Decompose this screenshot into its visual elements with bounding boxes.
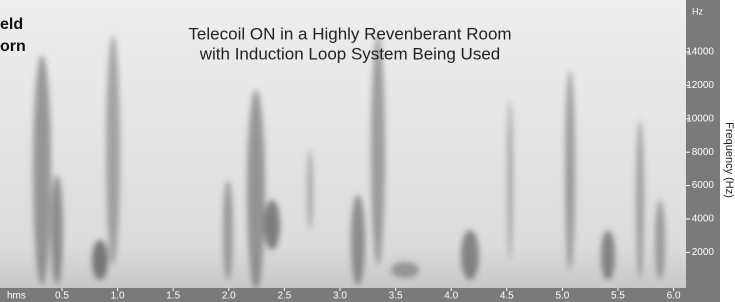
side-text: eld (0, 16, 23, 33)
y-tick-label: 8000 (692, 147, 715, 158)
energy-band (461, 230, 479, 280)
energy-band (371, 35, 385, 265)
title-line: with Induction Loop System Being Used (199, 44, 501, 63)
x-tick-label: 5.0 (555, 291, 569, 302)
x-unit-label: hms (7, 291, 26, 302)
energy-band (264, 200, 280, 250)
x-tick-label: 3.5 (389, 291, 403, 302)
energy-band (106, 35, 120, 265)
energy-band (601, 230, 615, 280)
x-tick-label: 3.0 (333, 291, 347, 302)
energy-band (223, 180, 233, 280)
x-tick-label: 0.5 (55, 291, 69, 302)
y-tick-label: 2000 (692, 247, 715, 258)
energy-band (351, 195, 365, 285)
energy-band (51, 175, 63, 285)
y-unit-label: Hz (692, 6, 703, 16)
spectrogram-view: eld orn Telecoil ON in a Highly Revenberan… (0, 0, 735, 302)
energy-band (33, 55, 51, 285)
x-tick-label: 4.5 (500, 291, 514, 302)
x-tick-label: 2.0 (222, 291, 236, 302)
y-axis-title: Frequency (Hz) (723, 122, 735, 198)
energy-band (655, 200, 665, 280)
energy-band (247, 90, 265, 290)
x-tick-label: 4.0 (444, 291, 458, 302)
y-tick-label: 4000 (692, 214, 715, 225)
energy-band (391, 262, 419, 278)
energy-band (636, 120, 644, 280)
side-text: orn (0, 38, 26, 55)
x-tick-label: 5.5 (611, 291, 625, 302)
y-tick-label: 12000 (686, 80, 714, 91)
y-tick-label: 14000 (686, 47, 714, 58)
y-tick-label: 10000 (686, 113, 714, 124)
energy-band (307, 150, 313, 230)
energy-band (565, 70, 575, 270)
x-tick-label: 6.0 (667, 291, 681, 302)
title-line: Telecoil ON in a Highly Revenberant Room (188, 24, 511, 43)
x-tick-label: 1.0 (111, 291, 125, 302)
x-tick-label: 2.5 (277, 291, 291, 302)
y-tick-label: 6000 (692, 180, 715, 191)
energy-band (507, 100, 513, 260)
energy-band (92, 240, 108, 280)
x-tick-label: 1.5 (166, 291, 180, 302)
